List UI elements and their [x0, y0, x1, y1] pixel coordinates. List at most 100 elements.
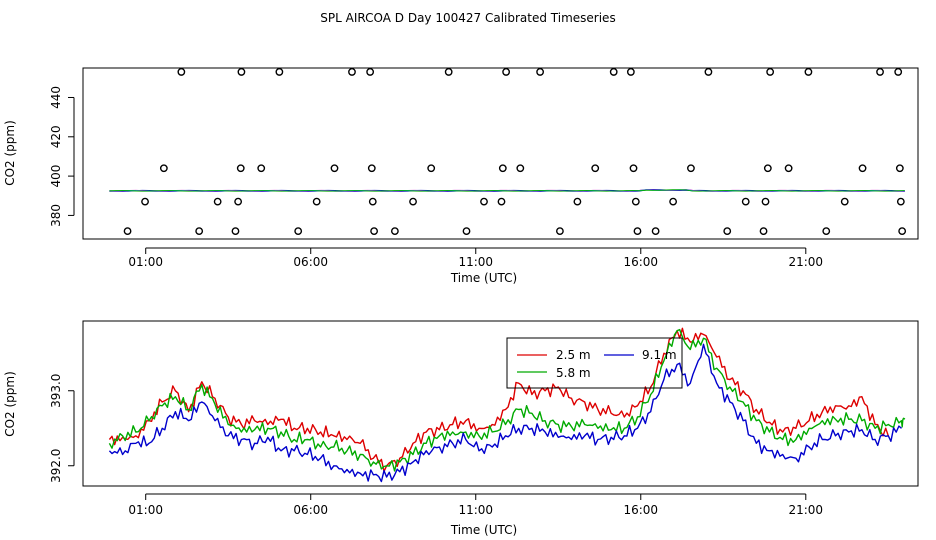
figure-title: SPL AIRCOA D Day 100427 Calibrated Times… [320, 11, 615, 25]
outlier-point [294, 227, 303, 236]
outlier-point [427, 164, 436, 173]
outlier-point [497, 197, 506, 206]
outlier-point [123, 227, 132, 236]
top-x-ticks: 01:00 06:00 11:00 16:00 21:00 [128, 247, 823, 269]
outlier-point [237, 68, 246, 76]
outlier-point [629, 164, 638, 173]
outlier-point [231, 227, 240, 236]
bottom-x-axis-label: Time (UTC) [450, 523, 517, 537]
outlier-point [895, 164, 904, 173]
outlier-point [236, 164, 245, 173]
outlier-point [462, 227, 471, 236]
outlier-point [556, 227, 564, 236]
outlier-point [213, 197, 222, 206]
outlier-point [804, 68, 813, 76]
outlier-point [741, 197, 750, 206]
outlier-point [822, 227, 831, 236]
outlier-point [366, 68, 375, 76]
outlier-point [858, 164, 867, 173]
outlier-point [840, 197, 849, 206]
top-panel: CO2 (ppm) Time (UTC) 01:00 06:00 11:00 16:0… [3, 67, 919, 285]
outlier-point [159, 164, 168, 173]
top-y-ticks: 380 400 420 440 [49, 86, 75, 227]
bottom-x-tick-label: 06:00 [293, 503, 328, 517]
top-x-tick-label: 11:00 [458, 255, 493, 269]
outlier-point [896, 197, 905, 206]
outlier-point [609, 68, 618, 76]
outlier-point [687, 164, 695, 173]
bottom-y-ticks: 392.0 393.0 [49, 374, 75, 483]
outlier-point [348, 68, 356, 76]
legend-label-5-8m: 5.8 m [556, 366, 591, 380]
top-x-tick-label: 06:00 [293, 255, 328, 269]
outlier-point [390, 227, 399, 236]
series-line-9-1-m [108, 343, 902, 483]
outlier-point [784, 164, 793, 173]
outlier-point [275, 68, 284, 76]
top-baseline-lines [109, 189, 905, 192]
outlier-point [312, 197, 321, 206]
outlier-point [669, 197, 678, 206]
outlier-point [759, 227, 768, 236]
outlier-point [626, 68, 635, 76]
bottom-y-axis-label: CO2 (ppm) [3, 371, 17, 437]
top-y-tick-label: 380 [49, 204, 63, 227]
top-y-axis-label: CO2 (ppm) [3, 120, 17, 186]
outlier-point [536, 68, 545, 76]
top-x-tick-label: 21:00 [788, 255, 823, 269]
series-line-5-8-m [108, 328, 906, 472]
bottom-series-lines [108, 327, 906, 483]
bottom-plot-frame [82, 320, 919, 487]
outlier-point [195, 227, 204, 236]
outlier-point [633, 227, 642, 236]
outlier-point [367, 164, 376, 173]
outlier-point [409, 197, 417, 206]
outlier-point [704, 68, 713, 76]
legend-box [506, 337, 683, 389]
bottom-panel: CO2 (ppm) Time (UTC) 01:00 06:00 11:00 16:0… [3, 320, 919, 537]
outlier-point [898, 227, 907, 236]
top-y-tick-label: 440 [49, 86, 63, 109]
outlier-point [894, 68, 903, 76]
outlier-point [516, 164, 525, 173]
legend-label-2-5m: 2.5 m [556, 348, 591, 362]
top-baseline-green [109, 189, 905, 192]
outlier-point [370, 227, 378, 236]
top-x-tick-label: 16:00 [623, 255, 658, 269]
outlier-point [573, 197, 582, 206]
top-y-tick-label: 400 [49, 165, 63, 188]
outlier-point [480, 197, 488, 206]
outlier-point [631, 197, 640, 206]
top-plot-frame [82, 67, 919, 240]
bottom-x-ticks: 01:00 06:00 11:00 16:00 21:00 [128, 493, 823, 517]
outlier-point [234, 197, 243, 206]
outlier-point [177, 68, 186, 76]
outlier-point [761, 197, 770, 206]
top-x-tick-label: 01:00 [128, 255, 163, 269]
top-x-axis-label: Time (UTC) [450, 271, 517, 285]
outlier-point [766, 68, 775, 76]
top-outlier-points [123, 68, 907, 236]
outlier-point [498, 164, 507, 173]
outlier-point [444, 68, 453, 76]
outlier-point [651, 227, 660, 236]
outlier-point [257, 164, 266, 173]
bottom-x-tick-label: 11:00 [458, 503, 493, 517]
bottom-x-tick-label: 01:00 [128, 503, 163, 517]
outlier-point [368, 197, 377, 206]
outlier-point [876, 68, 884, 76]
outlier-point [502, 68, 511, 76]
legend: 2.5 m 5.8 m 9.1 m [506, 337, 683, 389]
bottom-x-tick-label: 16:00 [623, 503, 658, 517]
outlier-point [723, 227, 732, 236]
series-line-2-5-m [108, 327, 889, 473]
bottom-y-tick-label: 392.0 [49, 449, 63, 483]
legend-label-9-1m: 9.1 m [642, 348, 677, 362]
bottom-x-tick-label: 21:00 [788, 503, 823, 517]
top-y-tick-label: 420 [49, 125, 63, 148]
outlier-point [330, 164, 339, 173]
bottom-y-tick-label: 393.0 [49, 374, 63, 408]
outlier-point [141, 197, 149, 206]
outlier-point [591, 164, 600, 173]
